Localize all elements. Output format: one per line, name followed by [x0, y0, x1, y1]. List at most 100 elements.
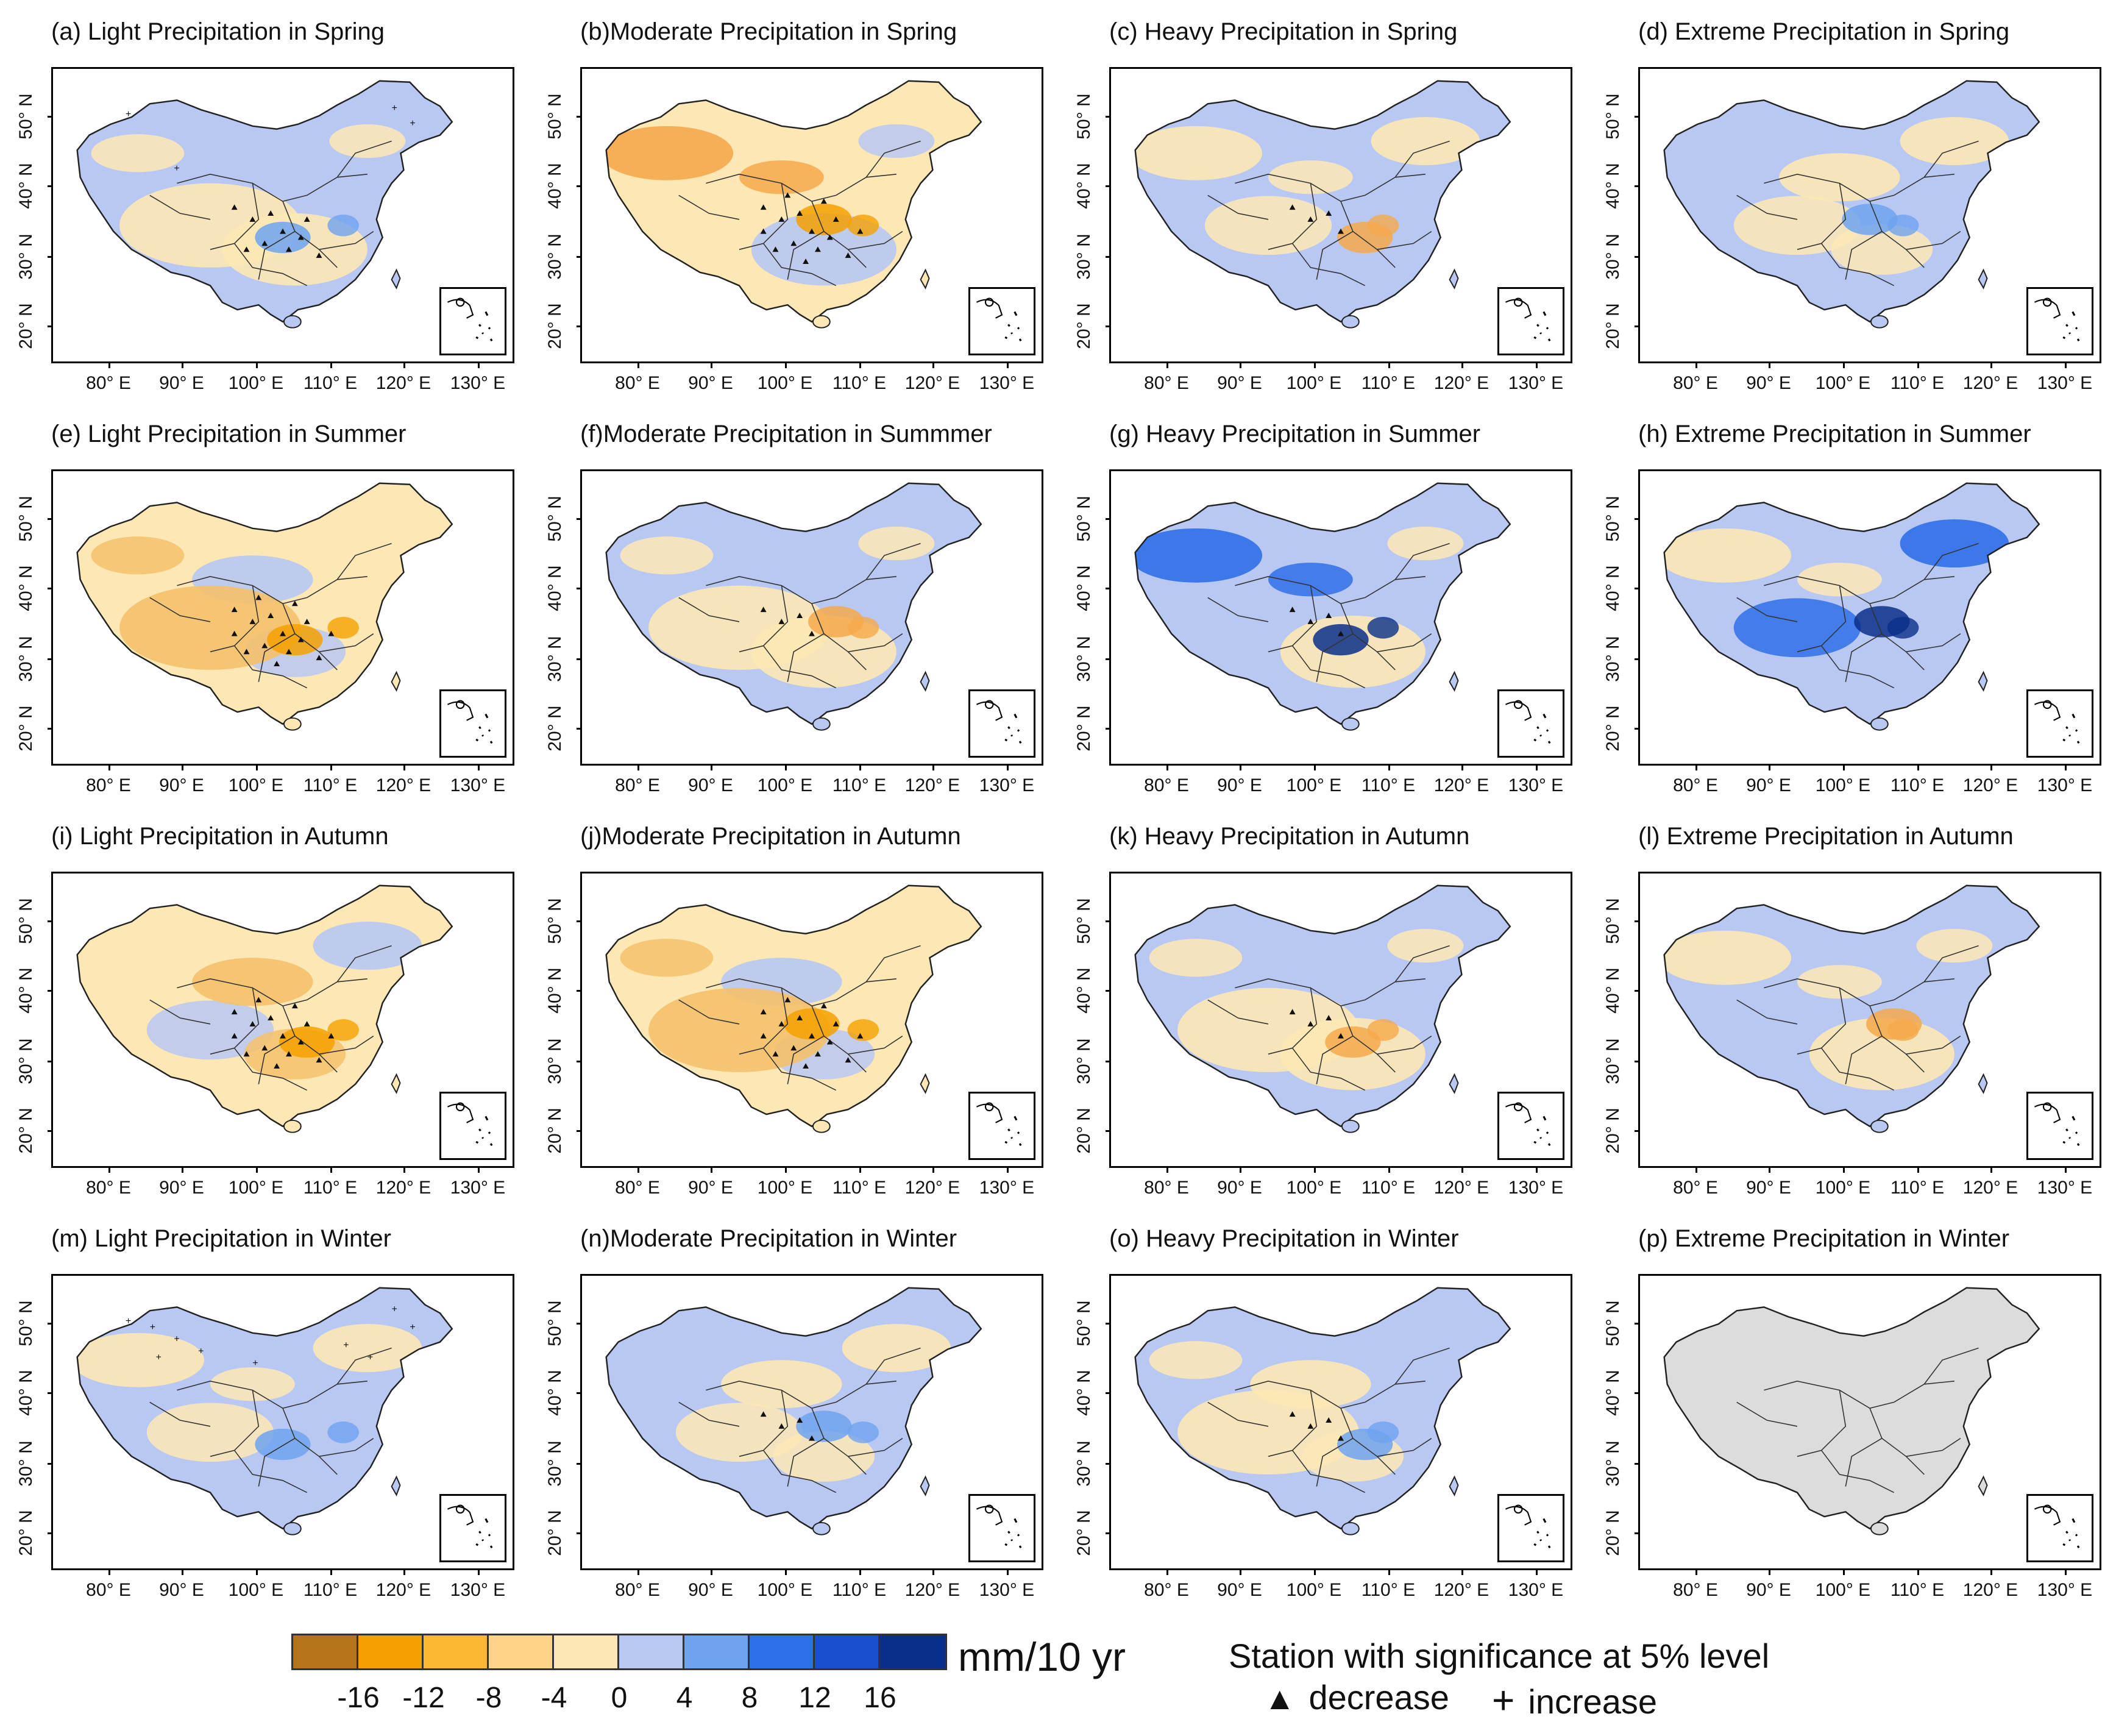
- x-axis-label: 90° E: [159, 373, 204, 393]
- x-axis-label: 130° E: [1508, 373, 1564, 393]
- x-axis-label: 90° E: [159, 1178, 204, 1198]
- x-axis-label: 120° E: [904, 373, 960, 393]
- y-axis-label: 50° N: [16, 496, 36, 542]
- y-axis-tick: [1635, 1392, 1639, 1394]
- x-axis-label: 130° E: [2037, 1178, 2093, 1198]
- x-axis-label: 100° E: [757, 373, 813, 393]
- decrease-marker: [285, 1051, 292, 1057]
- x-axis-label: 80° E: [1144, 1580, 1189, 1600]
- decrease-marker: [797, 1417, 803, 1423]
- y-axis-label: 40° N: [16, 1370, 36, 1416]
- decrease-marker: [1307, 1423, 1314, 1429]
- x-axis-label: 130° E: [979, 373, 1035, 393]
- decrease-marker: [268, 210, 274, 216]
- decrease-marker: [797, 210, 803, 216]
- x-axis-label: 80° E: [86, 1580, 131, 1600]
- y-axis-label: 40° N: [545, 565, 565, 611]
- x-axis-tick: [1769, 363, 1770, 368]
- y-axis-label: 50° N: [1074, 1300, 1094, 1346]
- colorbar-swatch: [619, 1635, 684, 1668]
- y-axis-tick: [1106, 326, 1110, 327]
- increase-marker: +: [150, 1322, 155, 1332]
- x-axis-tick: [182, 766, 183, 770]
- y-axis-tick: [1106, 256, 1110, 258]
- increase-marker: +: [198, 1346, 204, 1356]
- map-panel: (o) Heavy Precipitation in Winter 50° N 4…: [1058, 1207, 1587, 1609]
- decrease-marker: [231, 607, 238, 613]
- inset-map: [2034, 1504, 2080, 1549]
- x-axis-tick: [1166, 1570, 1168, 1575]
- colorbar-tick-label: -4: [541, 1682, 567, 1714]
- panel-title: (c) Heavy Precipitation in Spring: [1109, 18, 1458, 45]
- increase-legend: + increase: [1492, 1677, 1657, 1723]
- y-axis-label: 40° N: [1603, 163, 1623, 209]
- decrease-marker: [280, 1033, 286, 1039]
- x-axis-label: 120° E: [375, 1178, 431, 1198]
- map-frame: + + + + + + + + + +: [51, 1274, 514, 1570]
- decrease-marker: [809, 1435, 815, 1441]
- y-axis-tick: [577, 116, 581, 118]
- decrease-legend: ▲ decrease: [1264, 1677, 1449, 1717]
- x-axis-label: 100° E: [228, 373, 284, 393]
- x-axis-tick: [1007, 1570, 1009, 1575]
- map-frame: [1638, 1274, 2101, 1570]
- decrease-marker: [857, 228, 864, 234]
- x-axis-label: 110° E: [1890, 1580, 1945, 1600]
- increase-marker: +: [174, 163, 179, 174]
- y-axis-tick: [48, 1061, 52, 1062]
- x-axis-tick: [932, 1168, 934, 1173]
- y-axis-tick: [48, 518, 52, 520]
- x-axis-label: 80° E: [1144, 373, 1189, 393]
- increase-label: increase: [1528, 1682, 1658, 1721]
- china-map: [1663, 482, 2040, 731]
- x-axis-label: 120° E: [1433, 1178, 1489, 1198]
- triangle-icon: ▲: [1264, 1681, 1296, 1716]
- x-axis-tick: [1388, 766, 1390, 770]
- china-map: [1134, 482, 1511, 731]
- x-axis-label: 80° E: [615, 775, 660, 795]
- map-frame: [1109, 469, 1572, 766]
- y-axis-tick: [577, 1532, 581, 1534]
- map-panel: (l) Extreme Precipitation in Autumn 50° …: [1587, 805, 2116, 1207]
- x-axis-label: 120° E: [1962, 1178, 2018, 1198]
- x-axis-tick: [1240, 766, 1241, 770]
- colorbar-swatch: [489, 1635, 554, 1668]
- colorbar-tick-label: -8: [475, 1682, 502, 1714]
- decrease-marker: [1326, 1015, 1332, 1020]
- map-frame: [580, 872, 1043, 1168]
- decrease-marker: [261, 240, 268, 246]
- panel-title: (k) Heavy Precipitation in Autumn: [1109, 823, 1470, 850]
- y-axis-label: 50° N: [545, 1300, 565, 1346]
- x-axis-tick: [1388, 1570, 1390, 1575]
- x-axis-tick: [1007, 1168, 1009, 1173]
- decrease-marker: [1326, 1417, 1332, 1423]
- panel-title: (f)Moderate Precipitation in Summmer: [580, 421, 992, 447]
- south-china-sea-inset: [2026, 689, 2093, 758]
- decrease-marker: [249, 618, 256, 624]
- y-axis-tick: [577, 185, 581, 187]
- x-axis-label: 100° E: [757, 775, 813, 795]
- decrease-marker: [760, 607, 767, 613]
- y-axis-tick: [577, 1130, 581, 1132]
- decrease-marker: [760, 1033, 767, 1039]
- decrease-marker: [261, 642, 268, 649]
- inset-map: [447, 1102, 493, 1147]
- x-axis-tick: [1314, 766, 1316, 770]
- decrease-marker: [760, 1009, 767, 1015]
- x-axis-tick: [1917, 1570, 1919, 1575]
- decrease-marker: [231, 204, 238, 210]
- panel-title: (a) Light Precipitation in Spring: [51, 18, 385, 45]
- x-axis-label: 110° E: [1361, 775, 1416, 795]
- colorbar-swatch: [293, 1635, 358, 1668]
- x-axis-label: 130° E: [450, 1580, 506, 1600]
- decrease-marker: [845, 1057, 851, 1063]
- x-axis-tick: [1314, 363, 1316, 368]
- south-china-sea-inset: [1497, 1092, 1564, 1160]
- x-axis-label: 90° E: [1217, 1580, 1262, 1600]
- decrease-marker: [760, 204, 767, 210]
- china-map: [605, 80, 982, 329]
- decrease-marker: [760, 228, 767, 234]
- y-axis-label: 20° N: [545, 1510, 565, 1556]
- decrease-marker: [297, 636, 304, 642]
- x-axis-label: 80° E: [1673, 1178, 1718, 1198]
